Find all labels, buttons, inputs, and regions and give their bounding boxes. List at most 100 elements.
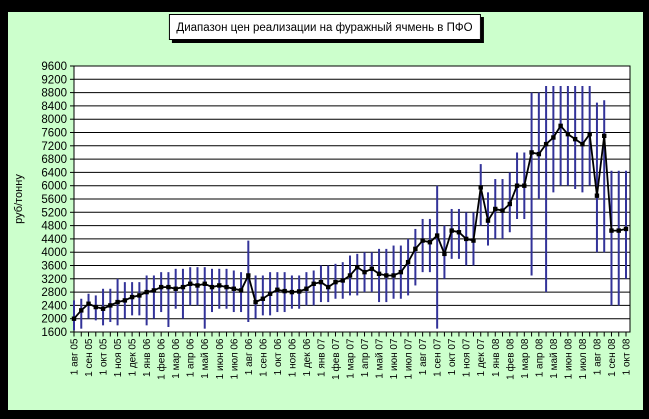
- x-tick-label: 1 сен 08: [607, 338, 618, 377]
- data-point-marker: [318, 279, 324, 285]
- y-tick-label: 2800: [41, 287, 67, 299]
- data-point-marker: [427, 240, 433, 245]
- data-point-marker: [609, 228, 614, 233]
- x-tick-label: 1 июн 08: [563, 338, 574, 379]
- data-point-marker: [522, 183, 527, 188]
- x-tick-label: 1 окт 05: [99, 338, 110, 375]
- y-tick-label: 1600: [41, 327, 67, 339]
- y-tick-label: 9200: [41, 74, 67, 86]
- data-point-marker: [369, 266, 374, 272]
- data-point-marker: [551, 135, 556, 140]
- x-tick-label: 1 авг 08: [592, 338, 603, 375]
- data-point-marker: [289, 289, 295, 295]
- data-point-marker: [86, 301, 91, 306]
- y-tick-label: 9600: [41, 61, 67, 73]
- data-point-marker: [275, 287, 280, 292]
- data-point-marker: [188, 281, 193, 286]
- x-tick-label: 1 авг 05: [70, 338, 81, 375]
- data-point-marker: [231, 286, 236, 291]
- data-point-marker: [384, 273, 389, 278]
- data-point-marker: [166, 284, 171, 290]
- data-point-marker: [253, 299, 258, 305]
- data-point-marker: [572, 136, 578, 142]
- data-point-marker: [224, 284, 229, 290]
- data-point-marker: [478, 185, 483, 190]
- data-point-marker: [587, 131, 592, 137]
- data-point-marker: [362, 269, 367, 275]
- x-tick-label: 1 май 07: [375, 338, 386, 379]
- y-tick-label: 8000: [41, 114, 67, 126]
- data-point-marker: [238, 288, 244, 293]
- x-tick-label: 1 июн 07: [389, 338, 400, 379]
- x-tick-label: 1 дек 05: [128, 338, 139, 376]
- data-point-marker: [158, 284, 164, 290]
- data-point-marker: [246, 273, 251, 278]
- data-point-marker: [594, 193, 600, 198]
- data-point-marker: [420, 238, 425, 243]
- data-point-marker: [529, 150, 534, 155]
- data-point-marker: [565, 131, 571, 137]
- x-tick-label: 1 мар 06: [171, 338, 182, 379]
- x-tick-label: 1 дек 06: [302, 338, 313, 376]
- plot-border: [73, 65, 631, 333]
- x-tick-label: 1 дек 07: [476, 338, 487, 376]
- data-point-marker: [326, 284, 331, 290]
- x-tick-label: 1 ноя 05: [113, 338, 124, 377]
- y-tick-label: 4800: [41, 221, 67, 233]
- y-tick-label: 5600: [41, 194, 67, 206]
- data-point-marker: [144, 289, 149, 295]
- data-point-marker: [536, 151, 542, 157]
- x-tick-label: 1 янв 07: [316, 338, 327, 377]
- data-point-marker: [173, 286, 178, 291]
- data-point-marker: [296, 289, 302, 294]
- data-point-marker: [282, 288, 287, 294]
- data-point-marker: [151, 288, 157, 293]
- data-point-marker: [398, 269, 404, 275]
- data-point-marker: [333, 279, 338, 285]
- data-point-marker: [311, 281, 316, 286]
- x-tick-label: 1 мар 07: [346, 338, 357, 379]
- x-tick-label: 1 фев 08: [504, 338, 516, 380]
- y-tick-label: 8800: [41, 88, 67, 100]
- data-point-marker: [493, 206, 498, 212]
- x-tick-label: 1 май 08: [549, 338, 560, 379]
- x-tick-label: 1 апр 07: [360, 338, 371, 377]
- data-point-marker: [79, 308, 84, 313]
- data-point-marker: [442, 251, 447, 257]
- x-tick-label: 1 сен 05: [84, 338, 95, 377]
- y-tick-label: 6800: [41, 154, 67, 166]
- data-point-marker: [485, 218, 491, 223]
- data-point-marker: [464, 236, 469, 242]
- x-tick-label: 1 фев 06: [156, 338, 168, 380]
- data-point-marker: [376, 271, 382, 277]
- data-point-marker: [304, 286, 309, 291]
- data-point-marker: [122, 298, 128, 303]
- x-tick-label: 1 май 06: [200, 338, 211, 379]
- data-point-marker: [500, 208, 505, 213]
- chart-title: Диапазон цен реализации на фуражный ячме…: [176, 22, 473, 34]
- x-tick-label: 1 авг 07: [418, 338, 429, 375]
- data-point-marker: [137, 293, 142, 298]
- data-point-marker: [616, 228, 621, 233]
- data-point-marker: [340, 278, 345, 283]
- x-tick-label: 1 июл 08: [578, 338, 589, 379]
- y-tick-label: 7600: [41, 128, 67, 140]
- x-tick-label: 1 сен 07: [433, 338, 444, 377]
- data-point-marker: [558, 123, 563, 129]
- y-tick-label: 7200: [41, 141, 67, 153]
- x-tick-label: 1 окт 07: [447, 338, 458, 375]
- y-tick-label: 5200: [41, 207, 67, 219]
- data-point-marker: [471, 238, 476, 243]
- x-tick-label: 1 июн 06: [215, 338, 226, 379]
- y-tick-label: 2000: [41, 314, 67, 326]
- x-tick-label: 1 апр 08: [534, 338, 545, 377]
- y-tick-label: 4400: [41, 234, 67, 246]
- x-tick-label: 1 ноя 06: [287, 338, 298, 377]
- data-point-marker: [267, 291, 273, 296]
- data-point-marker: [195, 283, 200, 288]
- data-point-marker: [514, 183, 520, 188]
- x-tick-label: 1 авг 06: [244, 338, 255, 375]
- y-tick-label: 6000: [41, 181, 67, 193]
